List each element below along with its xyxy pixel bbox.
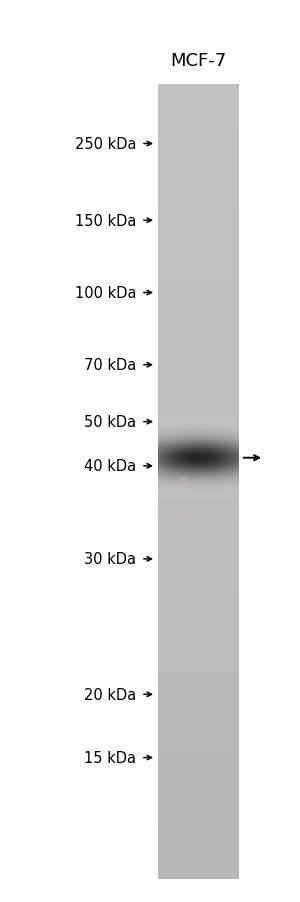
- Text: 70 kDa: 70 kDa: [84, 358, 136, 373]
- Text: 15 kDa: 15 kDa: [85, 750, 136, 765]
- Text: 40 kDa: 40 kDa: [84, 459, 136, 474]
- Text: 50 kDa: 50 kDa: [84, 415, 136, 429]
- Text: 30 kDa: 30 kDa: [85, 552, 136, 566]
- Text: 100 kDa: 100 kDa: [75, 286, 136, 300]
- Text: 20 kDa: 20 kDa: [84, 687, 136, 702]
- Text: 150 kDa: 150 kDa: [75, 214, 136, 228]
- Text: MCF-7: MCF-7: [170, 51, 226, 69]
- Text: www.PTGLAB.COM: www.PTGLAB.COM: [181, 474, 191, 582]
- Text: 250 kDa: 250 kDa: [75, 137, 136, 152]
